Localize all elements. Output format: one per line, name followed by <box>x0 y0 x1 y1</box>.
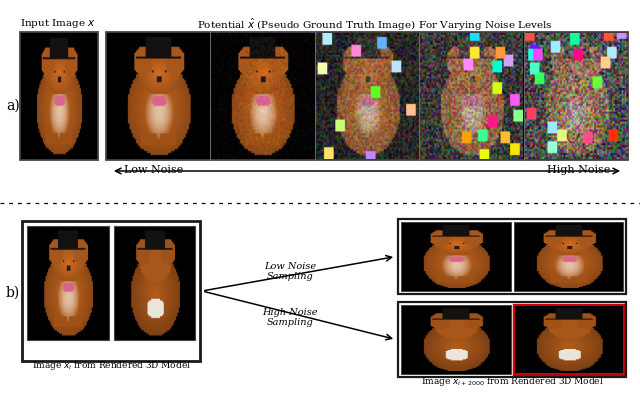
Bar <box>398 302 626 377</box>
Text: Front View: Front View <box>44 342 91 350</box>
Text: Back View: Back View <box>132 342 177 350</box>
Text: Image $x_i$ from Rendered 3D Model: Image $x_i$ from Rendered 3D Model <box>31 359 191 372</box>
Bar <box>401 305 511 374</box>
Bar <box>27 226 109 340</box>
Bar <box>398 219 626 294</box>
Bar <box>20 32 98 160</box>
Bar <box>106 32 628 160</box>
Text: High Noise: High Noise <box>547 165 610 175</box>
Bar <box>513 222 623 291</box>
Text: Input Image $x$: Input Image $x$ <box>20 17 96 30</box>
Bar <box>22 221 200 361</box>
Text: b): b) <box>6 286 20 300</box>
Text: Image $x_{i+2000}$ from Rendered 3D Model: Image $x_{i+2000}$ from Rendered 3D Mode… <box>420 375 604 388</box>
Bar <box>113 226 195 340</box>
Text: Low Noise
Sampling: Low Noise Sampling <box>264 262 316 281</box>
Text: Low Noise: Low Noise <box>124 165 183 175</box>
Text: High Noise
Sampling: High Noise Sampling <box>262 307 317 327</box>
Bar <box>513 305 623 374</box>
Text: Potential $\hat{x}$ (Pseudo Ground Truth Image) For Varying Noise Levels: Potential $\hat{x}$ (Pseudo Ground Truth… <box>197 17 553 33</box>
Bar <box>401 222 511 291</box>
Text: a): a) <box>6 99 20 113</box>
